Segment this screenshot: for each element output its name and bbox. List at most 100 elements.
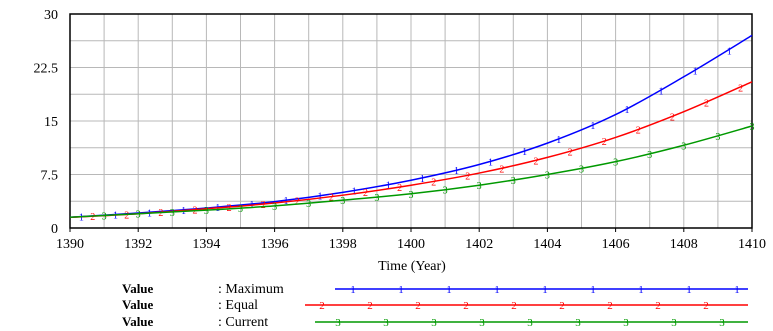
series-marker-current: 3 xyxy=(408,190,413,201)
legend-marker: 3 xyxy=(431,317,437,329)
legend-variable-label: Value xyxy=(122,314,154,329)
svg-text:2: 2 xyxy=(704,99,709,110)
svg-text:1: 1 xyxy=(693,67,698,78)
svg-text:3: 3 xyxy=(681,141,686,152)
legend-marker: 1 xyxy=(734,284,740,296)
x-tick-label: 1394 xyxy=(192,237,220,252)
svg-text:1: 1 xyxy=(420,174,425,185)
series-marker-current: 3 xyxy=(306,199,311,210)
series-marker-equal: 2 xyxy=(738,83,743,94)
series-marker-equal: 2 xyxy=(465,171,470,182)
x-tick-label: 1396 xyxy=(261,237,289,252)
legend-marker: 1 xyxy=(542,284,548,296)
svg-text:1: 1 xyxy=(488,157,493,168)
x-axis-title: Time (Year) xyxy=(378,259,446,274)
svg-text:2: 2 xyxy=(568,147,573,158)
svg-text:2: 2 xyxy=(261,200,266,211)
legend-marker: 1 xyxy=(638,284,644,296)
legend-marker: 2 xyxy=(511,300,517,312)
legend-series-label: : Current xyxy=(218,315,268,330)
axes xyxy=(69,13,753,232)
legend-marker: 1 xyxy=(446,284,452,296)
svg-text:1: 1 xyxy=(590,121,595,132)
legend-variable-label: Value xyxy=(122,297,154,312)
series-marker-equal: 2 xyxy=(636,126,641,137)
svg-text:3: 3 xyxy=(715,132,720,143)
svg-text:3: 3 xyxy=(272,202,277,213)
x-tick-label: 1404 xyxy=(533,237,561,252)
series-marker-maximum: 1 xyxy=(386,181,391,192)
legend-variable-label: Value xyxy=(122,281,154,296)
series-marker-maximum: 1 xyxy=(522,147,527,158)
svg-text:2: 2 xyxy=(124,210,129,221)
svg-text:2: 2 xyxy=(158,208,163,219)
series-marker-current: 3 xyxy=(443,186,448,197)
legend-marker: 3 xyxy=(479,317,485,329)
series-marker-equal: 2 xyxy=(397,183,402,194)
y-tick-label: 7.5 xyxy=(41,169,59,184)
svg-text:1: 1 xyxy=(113,211,118,222)
svg-text:1: 1 xyxy=(318,192,323,203)
series-marker-equal: 2 xyxy=(704,99,709,110)
legend-marker: 1 xyxy=(398,284,404,296)
legend-marker: 3 xyxy=(671,317,677,329)
series-marker-current: 3 xyxy=(374,193,379,204)
svg-text:2: 2 xyxy=(534,156,539,167)
series-marker-current: 3 xyxy=(715,132,720,143)
series-marker-equal: 2 xyxy=(431,177,436,188)
series-marker-equal: 2 xyxy=(261,200,266,211)
x-tick-label: 1410 xyxy=(738,237,766,252)
svg-text:2: 2 xyxy=(90,212,95,223)
series-marker-current: 3 xyxy=(340,196,345,207)
svg-text:1: 1 xyxy=(659,87,664,98)
tick-labels: 1390 1392 1394 1396 1398 1400 1402 1404 1406 1408… xyxy=(34,8,767,252)
series-marker-current: 3 xyxy=(579,164,584,175)
svg-text:3: 3 xyxy=(613,158,618,169)
series-marker-maximum: 1 xyxy=(488,157,493,168)
legend-series-label: : Equal xyxy=(218,298,258,313)
series-marker-current: 3 xyxy=(647,150,652,161)
svg-text:3: 3 xyxy=(511,176,516,187)
series-marker-maximum: 1 xyxy=(318,192,323,203)
legend-marker: 2 xyxy=(703,300,709,312)
series-marker-equal: 2 xyxy=(295,197,300,208)
svg-text:3: 3 xyxy=(647,150,652,161)
svg-text:1: 1 xyxy=(624,105,629,116)
legend-marker: 3 xyxy=(575,317,581,329)
legend-marker: 2 xyxy=(319,300,325,312)
series-marker-equal: 2 xyxy=(90,212,95,223)
svg-text:3: 3 xyxy=(102,212,107,223)
x-tick-label: 1390 xyxy=(56,237,84,252)
svg-text:1: 1 xyxy=(79,213,84,224)
x-tick-label: 1392 xyxy=(124,237,152,252)
svg-text:2: 2 xyxy=(363,188,368,199)
series-marker-current: 3 xyxy=(545,171,550,182)
x-tick-label: 1406 xyxy=(602,237,630,252)
x-tick-label: 1400 xyxy=(397,237,425,252)
svg-text:3: 3 xyxy=(579,164,584,175)
svg-text:3: 3 xyxy=(136,210,141,221)
legend-marker: 2 xyxy=(415,300,421,312)
svg-text:3: 3 xyxy=(170,208,175,219)
x-tick-label: 1408 xyxy=(670,237,698,252)
legend-marker: 3 xyxy=(623,317,629,329)
svg-text:3: 3 xyxy=(408,190,413,201)
svg-text:3: 3 xyxy=(443,186,448,197)
series-marker-equal: 2 xyxy=(329,193,334,204)
series-marker-maximum: 1 xyxy=(79,213,84,224)
legend-marker: 2 xyxy=(655,300,661,312)
legend-marker: 2 xyxy=(367,300,373,312)
svg-text:2: 2 xyxy=(670,112,675,123)
series-marker-current: 3 xyxy=(681,141,686,152)
series-marker-equal: 2 xyxy=(499,164,504,175)
legend-marker: 3 xyxy=(383,317,389,329)
legend-marker: 1 xyxy=(494,284,500,296)
svg-text:2: 2 xyxy=(431,177,436,188)
svg-text:2: 2 xyxy=(465,171,470,182)
svg-text:3: 3 xyxy=(306,199,311,210)
legend-marker: 2 xyxy=(607,300,613,312)
series-marker-maximum: 1 xyxy=(624,105,629,116)
svg-text:2: 2 xyxy=(602,137,607,148)
series-marker-maximum: 1 xyxy=(590,121,595,132)
